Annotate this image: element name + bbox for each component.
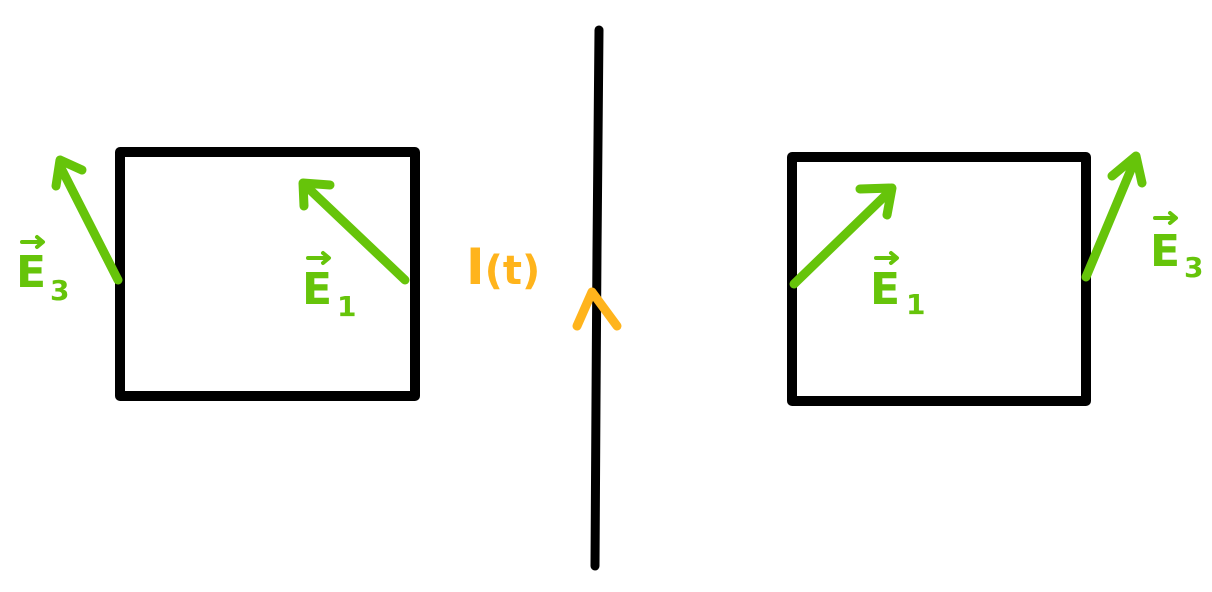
right-e1-subscript: 1 [906, 288, 925, 321]
left-e3-letter: E [16, 247, 46, 298]
right-e3-subscript: 3 [1184, 251, 1203, 284]
left-e1-letter: E [302, 264, 332, 315]
right-e3-arrow [1086, 156, 1142, 277]
left-e1-subscript: 1 [337, 290, 356, 323]
left-e3-label: E 3 [16, 237, 69, 307]
right-e3-letter: E [1150, 226, 1180, 277]
right-e3-label: E 3 [1150, 213, 1203, 284]
right-loop [792, 157, 1086, 401]
current-label: I(t) [466, 238, 540, 296]
current-argument: (t) [485, 248, 541, 294]
left-e3-subscript: 3 [50, 274, 69, 307]
left-e3-arrow [56, 160, 118, 280]
right-e1-label: E 1 [870, 253, 925, 321]
left-e1-label: E 1 [302, 253, 356, 323]
current-symbol: I [466, 238, 485, 296]
right-e1-letter: E [870, 264, 900, 315]
left-loop [120, 152, 415, 396]
